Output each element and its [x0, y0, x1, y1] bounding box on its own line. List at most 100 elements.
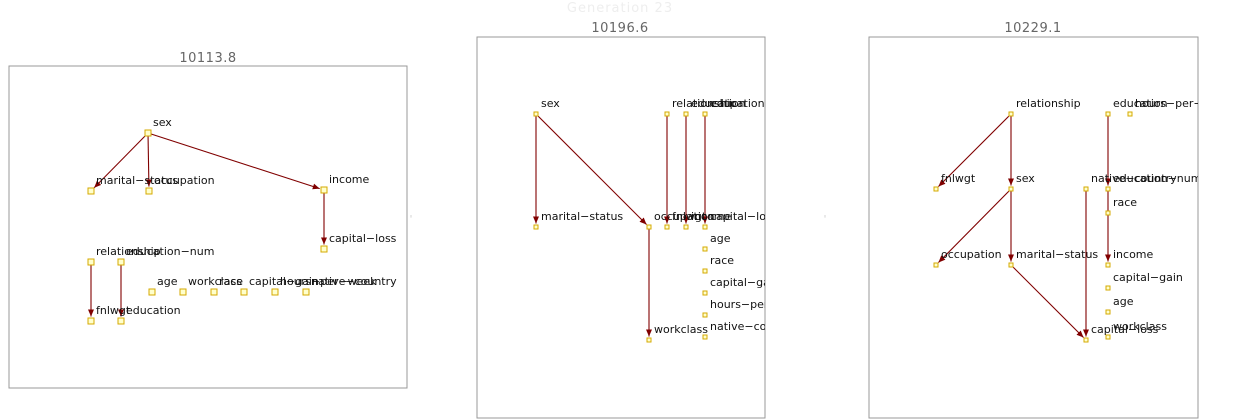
node-capital_loss	[320, 245, 328, 253]
edge-sex-to-marital	[93, 132, 149, 189]
node-label-capital_gain: capital−gain	[1113, 271, 1183, 284]
panel-frame	[476, 36, 766, 419]
node-education	[1105, 111, 1111, 117]
node-education_num	[117, 258, 125, 266]
node-label-capital_loss: capital−loss	[329, 232, 397, 245]
node-capital_loss	[1083, 337, 1089, 343]
node-label-age: age	[1113, 295, 1134, 308]
node-label-workclass: workclass	[1113, 320, 1167, 333]
node-education_num	[702, 111, 708, 117]
node-occupation	[646, 224, 652, 230]
separator-mark: '	[824, 214, 827, 225]
edge-marital-to-capital_loss	[1010, 264, 1084, 338]
node-sex	[533, 111, 539, 117]
node-label-fnlwgt: fnlwgt	[672, 210, 707, 223]
node-label-fnlwgt: fnlwgt	[96, 304, 131, 317]
node-label-hours: hours−per−week	[280, 275, 377, 288]
node-hours	[271, 288, 279, 296]
panel-score: 10196.6	[591, 21, 648, 36]
node-fnlwgt	[87, 317, 95, 325]
node-capital_gain	[702, 290, 708, 296]
node-label-sex: sex	[153, 116, 172, 129]
node-workclass	[646, 337, 652, 343]
edge-sex-to-occupation	[145, 132, 152, 187]
node-label-race: race	[710, 254, 734, 267]
node-hours	[702, 312, 708, 318]
node-fnlwgt	[933, 186, 939, 192]
node-label-education_num: education−num	[1113, 172, 1201, 185]
node-label-capital_loss: capital−loss	[1091, 323, 1159, 336]
panel-3: 10229.1 relationship educationhours−per−we…	[868, 21, 1201, 419]
node-native	[1083, 186, 1089, 192]
node-marital	[87, 187, 95, 195]
node-capital_gain	[1105, 285, 1111, 291]
node-label-income: income	[1113, 248, 1154, 261]
node-label-age: age	[710, 232, 731, 245]
node-sex	[144, 129, 152, 137]
node-capital_loss	[702, 224, 708, 230]
node-relationship	[664, 111, 670, 117]
node-income	[320, 186, 328, 194]
node-label-sex: sex	[1016, 172, 1035, 185]
panel-2: 10196.6 sex relationshipeducationeducation…	[476, 21, 798, 419]
node-label-age: age	[157, 275, 178, 288]
node-capital_gain	[240, 288, 248, 296]
node-marital	[1008, 262, 1014, 268]
node-label-relationship: relationship	[96, 245, 161, 258]
node-native	[302, 288, 310, 296]
node-label-capital_loss: capital−loss	[710, 210, 778, 223]
node-education_num	[1105, 186, 1111, 192]
node-marital	[533, 224, 539, 230]
node-education	[683, 111, 689, 117]
node-label-sex: sex	[541, 97, 560, 110]
node-age	[1105, 309, 1111, 315]
node-label-occupation: occupation	[154, 174, 215, 187]
node-income	[1105, 262, 1111, 268]
node-occupation	[933, 262, 939, 268]
node-label-race: race	[1113, 196, 1137, 209]
node-race	[1105, 210, 1111, 216]
node-label-occupation: occupation	[941, 248, 1002, 261]
node-label-native: native−country	[1091, 172, 1177, 185]
node-label-capital_gain: capital−gain	[710, 276, 780, 289]
node-label-education: education	[1113, 97, 1168, 110]
node-label-marital: marital−status	[96, 174, 178, 187]
node-race	[210, 288, 218, 296]
node-label-relationship: relationship	[672, 97, 737, 110]
panel-frame	[8, 65, 408, 389]
node-hours	[1127, 111, 1133, 117]
node-label-native: native−country	[311, 275, 397, 288]
node-label-capital_gain: capital−gain	[249, 275, 319, 288]
node-native	[702, 334, 708, 340]
edge-relationship-to-fnlwgt	[938, 113, 1012, 187]
panel-frame	[868, 36, 1199, 419]
edge-sex-to-occupation	[938, 188, 1012, 263]
node-label-education: education	[126, 304, 181, 317]
node-label-relationship: relationship	[1016, 97, 1081, 110]
panel-score: 10229.1	[1004, 21, 1061, 36]
node-label-occupation: occupation	[654, 210, 715, 223]
node-education	[117, 317, 125, 325]
node-age	[148, 288, 156, 296]
node-label-fnlwgt: fnlwgt	[941, 172, 976, 185]
node-label-workclass: workclass	[188, 275, 242, 288]
node-label-marital: marital−status	[541, 210, 623, 223]
node-race	[702, 268, 708, 274]
node-relationship	[87, 258, 95, 266]
node-label-income: income	[329, 173, 370, 186]
panel-score: 10113.8	[179, 51, 236, 66]
node-occupation	[145, 187, 153, 195]
node-label-education_num: education−num	[126, 245, 214, 258]
node-label-income: income	[691, 210, 732, 223]
node-age	[702, 246, 708, 252]
node-workclass	[179, 288, 187, 296]
node-label-education_num: education−num	[710, 97, 798, 110]
node-sex	[1008, 186, 1014, 192]
edge-sex-to-income	[147, 132, 320, 190]
node-workclass	[1105, 334, 1111, 340]
